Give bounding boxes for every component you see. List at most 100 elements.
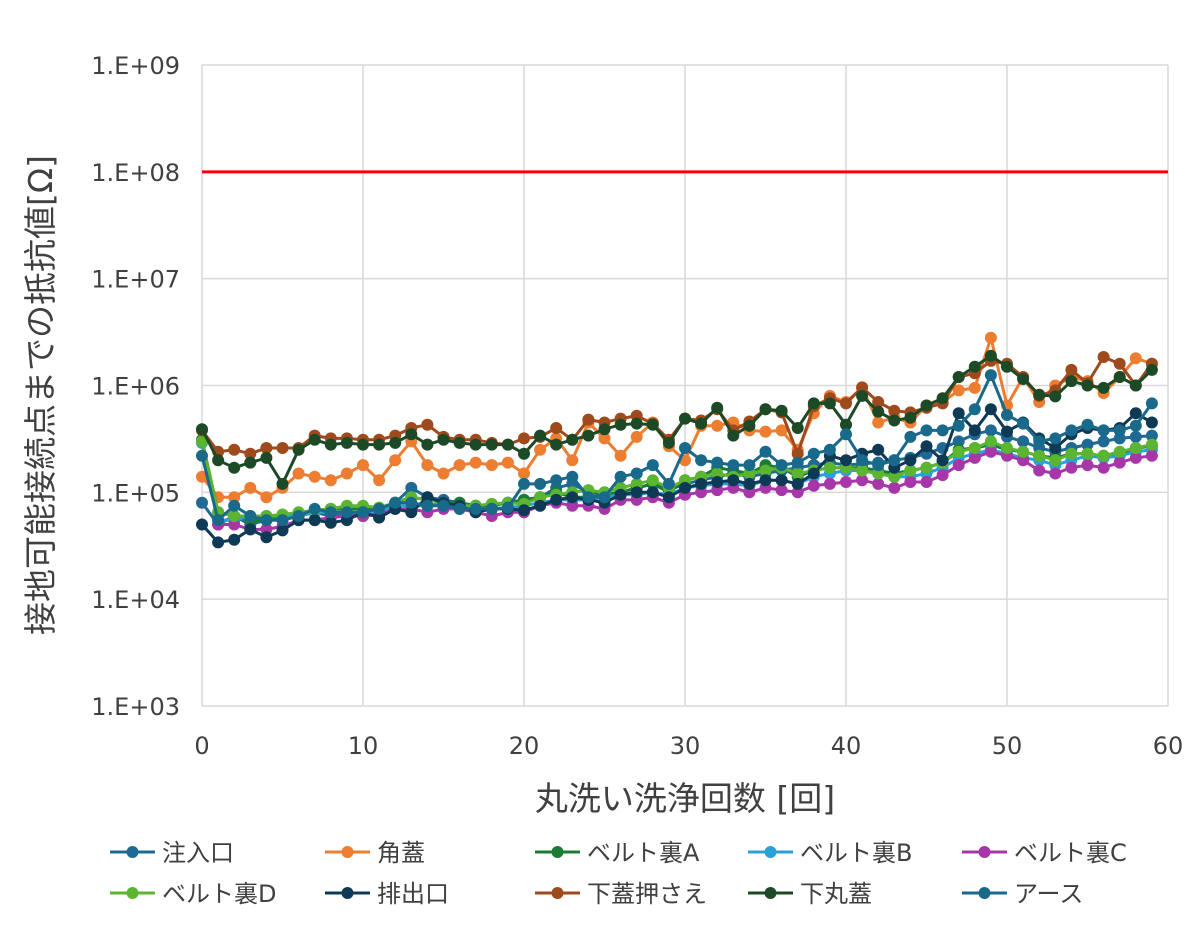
legend-label: ベルト裏B xyxy=(800,839,912,867)
legend-item: 下蓋押さえ xyxy=(535,880,707,908)
data-point xyxy=(1049,442,1062,454)
data-point xyxy=(727,474,740,487)
data-point xyxy=(324,474,337,487)
data-point xyxy=(1017,373,1030,385)
data-point xyxy=(920,476,933,488)
data-point xyxy=(856,454,869,467)
data-point xyxy=(1145,438,1158,451)
data-point xyxy=(534,429,547,442)
data-point xyxy=(1033,388,1046,401)
legend-item: ベルト裏D xyxy=(110,880,276,908)
data-point xyxy=(1049,390,1062,403)
data-point xyxy=(566,454,579,467)
data-point xyxy=(292,467,305,480)
legend-swatch-marker xyxy=(551,887,564,899)
data-point xyxy=(550,438,563,451)
data-point xyxy=(791,486,804,499)
legend-label: ベルト裏D xyxy=(162,880,276,908)
data-point xyxy=(1145,397,1158,410)
data-point xyxy=(518,432,530,445)
data-point xyxy=(888,404,901,417)
data-point xyxy=(952,435,965,448)
data-point xyxy=(260,451,273,464)
data-point xyxy=(872,443,885,456)
y-axis-title: 接地可能接続点までの抵抗値[Ω] xyxy=(21,155,60,635)
data-point xyxy=(711,476,724,488)
data-point xyxy=(501,501,514,514)
data-point xyxy=(244,447,257,460)
data-point xyxy=(357,506,369,519)
data-point xyxy=(936,392,949,405)
data-point xyxy=(1145,429,1158,442)
data-point xyxy=(904,430,917,443)
data-point xyxy=(421,459,434,472)
data-point xyxy=(984,445,997,458)
data-point xyxy=(566,433,579,446)
data-point xyxy=(791,447,804,460)
data-point xyxy=(888,414,901,427)
data-point xyxy=(759,445,772,458)
data-point xyxy=(1129,442,1142,454)
data-point xyxy=(1081,438,1094,451)
data-point xyxy=(711,456,724,469)
data-point xyxy=(1097,435,1110,448)
legend-item: ベルト裏B xyxy=(748,839,912,867)
data-point xyxy=(582,491,595,504)
data-point xyxy=(244,481,257,494)
data-point xyxy=(840,397,852,410)
grid xyxy=(201,64,1169,707)
data-point xyxy=(1065,375,1078,388)
data-point xyxy=(485,459,498,472)
data-point xyxy=(308,514,321,527)
data-point xyxy=(453,436,466,449)
data-point xyxy=(630,467,643,480)
y-tick-label: 1.E+04 xyxy=(91,586,180,614)
data-point xyxy=(807,479,820,492)
data-point xyxy=(534,499,547,512)
data-point xyxy=(856,464,869,477)
data-point xyxy=(646,474,659,487)
x-tick-label: 50 xyxy=(992,732,1023,760)
x-tick-label: 30 xyxy=(670,732,701,760)
data-point xyxy=(566,470,579,483)
data-point xyxy=(1065,363,1078,376)
data-point xyxy=(614,470,627,483)
data-point xyxy=(228,533,241,546)
data-point xyxy=(276,524,289,537)
data-point xyxy=(1017,445,1030,458)
data-point xyxy=(968,381,981,394)
legend-swatch-marker xyxy=(126,846,139,858)
data-point xyxy=(373,438,386,451)
data-point xyxy=(840,428,852,441)
data-point xyxy=(550,422,563,434)
data-point xyxy=(1033,449,1046,462)
data-point xyxy=(936,424,949,437)
data-point xyxy=(373,474,386,487)
data-point xyxy=(228,518,241,531)
series-layer xyxy=(196,331,1158,549)
data-point xyxy=(308,470,321,483)
data-point xyxy=(984,403,997,416)
data-point xyxy=(984,435,997,448)
data-point xyxy=(276,477,289,490)
data-point xyxy=(212,514,225,527)
data-point xyxy=(968,442,981,454)
data-point xyxy=(727,429,740,442)
data-point xyxy=(840,476,852,488)
data-point xyxy=(856,474,869,487)
data-point xyxy=(1097,424,1110,437)
data-point xyxy=(1097,351,1110,363)
data-point xyxy=(389,496,402,509)
data-point xyxy=(952,459,965,472)
data-point xyxy=(421,499,434,512)
data-point xyxy=(373,502,386,515)
data-point xyxy=(308,433,321,446)
data-point xyxy=(807,467,820,480)
data-point xyxy=(759,464,772,477)
data-point xyxy=(679,481,691,494)
data-point xyxy=(1001,409,1013,421)
legend-swatch-marker xyxy=(341,887,354,899)
data-point xyxy=(695,417,708,430)
data-point xyxy=(292,443,305,456)
